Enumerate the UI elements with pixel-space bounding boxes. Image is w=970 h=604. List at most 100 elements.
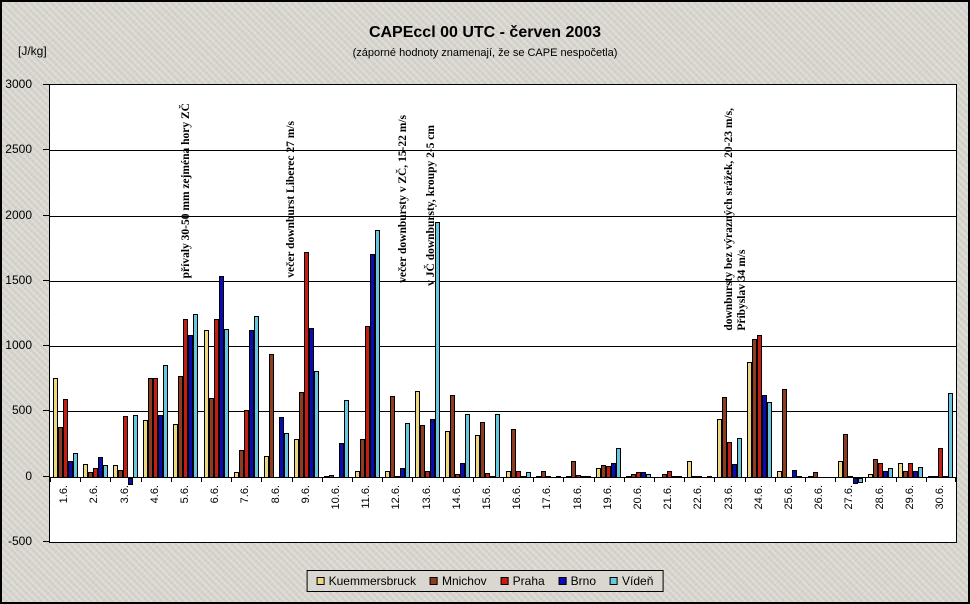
bar-mnichov-286	[873, 458, 878, 478]
bar-kuemmersbruck-186	[566, 475, 571, 478]
bar-brno-56	[188, 334, 194, 478]
y-tick-mark	[43, 475, 49, 477]
bar-praha-306	[938, 447, 944, 478]
bar-mnichov-26	[87, 472, 93, 478]
bar-brno-296	[913, 470, 919, 478]
bar-brno-286	[883, 470, 888, 478]
legend-item-kuemmersbruck: Kuemmersbruck	[316, 574, 416, 588]
x-tick-label: 4.6.	[148, 484, 161, 504]
bar-praha-76	[243, 410, 249, 478]
bar-kuemmersbruck-196	[596, 467, 602, 478]
x-tick-label: 20.6.	[631, 484, 644, 510]
bar-mnichov-146	[450, 395, 456, 478]
x-tick-label: 16.6.	[511, 484, 524, 510]
x-tick-mark	[201, 476, 202, 482]
bar-vídeň-26	[102, 465, 108, 478]
bar-praha-146	[455, 474, 461, 478]
bar-brno-186	[581, 475, 586, 478]
x-tick-label: 5.6.	[178, 484, 191, 504]
bar-vídeň-76	[253, 316, 259, 478]
y-axis: 3000 2500 2000 1500 1000 500 0 -500	[2, 78, 49, 548]
bar-brno-16	[67, 461, 73, 478]
bar-kuemmersbruck-76	[233, 472, 239, 478]
legend: Kuemmersbruck Mnichov Praha Brno Vídeň	[306, 570, 664, 592]
y-tick-label: 1500	[5, 272, 32, 287]
bar-vídeň-306	[948, 392, 954, 478]
gridline	[50, 150, 956, 152]
bar-praha-216	[666, 471, 672, 478]
y-tick-label: 500	[11, 403, 32, 418]
x-tick-label: 15.6.	[480, 484, 493, 510]
bar-vídeň-296	[918, 467, 924, 478]
bar-mnichov-136	[420, 424, 425, 478]
y-tick-label: 2000	[5, 207, 32, 222]
x-tick-mark	[714, 476, 716, 482]
bar-brno-306	[943, 475, 949, 478]
x-tick-label: 1.6.	[58, 484, 71, 504]
legend-swatch	[610, 577, 619, 585]
x-tick-mark	[684, 476, 686, 482]
bar-kuemmersbruck-256	[777, 470, 783, 478]
bar-vídeň-236	[737, 437, 742, 478]
bar-brno-236	[732, 464, 737, 478]
legend-label: Kuemmersbruck	[328, 574, 416, 588]
bar-mnichov-106	[329, 475, 335, 478]
legend-item-mnichov: Mnichov	[429, 574, 487, 588]
x-tick-mark	[261, 476, 263, 482]
y-tick-label: 2500	[5, 142, 32, 157]
x-tick-mark	[291, 476, 293, 482]
bar-kuemmersbruck-296	[898, 462, 904, 478]
chart-title: CAPEccl 00 UTC - červen 2003	[368, 24, 602, 41]
bar-brno-76	[248, 329, 254, 478]
bar-kuemmersbruck-246	[747, 361, 753, 478]
y-tick-mark	[43, 279, 49, 281]
bar-vídeň-126	[404, 422, 410, 478]
legend-swatch	[500, 577, 509, 585]
bar-mnichov-96	[299, 391, 305, 478]
bar-mnichov-176	[540, 470, 546, 478]
bar-mnichov-36	[118, 469, 123, 478]
bar-kuemmersbruck-156	[475, 434, 481, 478]
bar-brno-256	[792, 469, 798, 478]
bar-vídeň-56	[193, 313, 199, 478]
x-tick-mark	[352, 476, 353, 482]
bar-mnichov-126	[389, 396, 395, 478]
bar-praha-156	[485, 473, 491, 478]
bar-mnichov-266	[812, 471, 818, 478]
x-tick-label: 29.6.	[903, 484, 916, 510]
x-tick-label: 17.6.	[541, 484, 554, 510]
bar-praha-66	[213, 319, 219, 478]
bar-brno-106	[339, 443, 345, 478]
x-tick-mark	[170, 476, 172, 482]
x-tick-label: 3.6.	[118, 484, 131, 504]
bar-vídeň-216	[676, 475, 682, 478]
bar-kuemmersbruck-266	[807, 475, 813, 478]
bar-kuemmersbruck-236	[717, 418, 722, 478]
bar-kuemmersbruck-166	[505, 471, 511, 478]
bar-mnichov-16	[57, 426, 63, 478]
bar-kuemmersbruck-136	[415, 390, 420, 478]
annotation: večer downburst Liberec 27 m/s	[284, 121, 297, 278]
x-tick-label: 28.6.	[873, 484, 886, 510]
bar-vídeň-226	[706, 475, 712, 478]
y-tick-label: 1000	[5, 338, 32, 353]
x-tick-label: 12.6.	[390, 484, 403, 510]
bar-kuemmersbruck-36	[113, 464, 118, 478]
bar-vídeň-96	[314, 370, 320, 478]
bar-vídeň-196	[616, 447, 622, 478]
x-tick-mark	[321, 476, 323, 482]
bar-vídeň-66	[223, 328, 229, 478]
legend-item-brno: Brno	[558, 574, 596, 588]
bar-mnichov-246	[752, 339, 758, 478]
bar-vídeň-156	[495, 413, 501, 478]
bar-brno-136	[430, 418, 435, 478]
bar-praha-176	[545, 475, 551, 478]
bar-mnichov-166	[510, 429, 516, 478]
bar-kuemmersbruck-116	[354, 471, 360, 478]
y-tick-mark	[43, 541, 49, 542]
bar-mnichov-46	[148, 378, 154, 478]
y-axis-unit-label: [J/kg]	[18, 44, 47, 58]
x-tick-mark	[472, 476, 474, 482]
bar-kuemmersbruck-206	[626, 475, 632, 478]
bar-brno-156	[490, 475, 496, 478]
